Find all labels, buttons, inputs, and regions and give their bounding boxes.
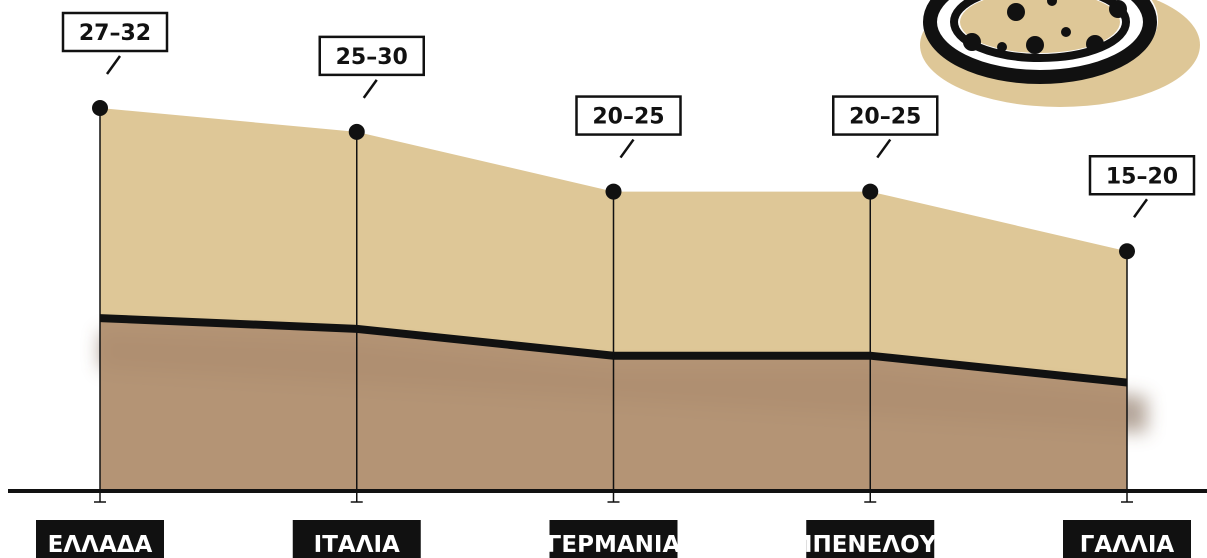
category-label: ΜΠΕΝΕΛΟΥΞ: [790, 532, 951, 558]
value-label: 27–32: [79, 21, 151, 46]
value-label: 20–25: [592, 105, 664, 130]
label-connector: [364, 80, 377, 98]
cookie-icon: [920, 0, 1200, 107]
point: [1119, 243, 1135, 259]
label-connector: [621, 140, 634, 158]
value-label: 15–20: [1106, 164, 1178, 189]
label-connector: [877, 140, 890, 158]
category-label: ΓΑΛΛΙΑ: [1080, 532, 1175, 558]
chart: 27–32 ΕΛΛΑΔΑ 25–30 ΙΤΑΛΙΑ 20–25 ΓΕΡΜΑΝΙΑ 20–25…: [0, 0, 1207, 558]
point: [92, 100, 108, 116]
label-connector: [1134, 199, 1147, 217]
value-label: 20–25: [849, 105, 921, 130]
category-label: ΙΤΑΛΙΑ: [314, 532, 400, 558]
point: [862, 184, 878, 200]
label-connector: [107, 56, 120, 74]
point: [349, 124, 365, 140]
category-label: ΕΛΛΑΔΑ: [48, 532, 153, 558]
point: [606, 184, 622, 200]
category-label: ΓΕΡΜΑΝΙΑ: [547, 532, 681, 558]
value-label: 25–30: [336, 45, 408, 70]
